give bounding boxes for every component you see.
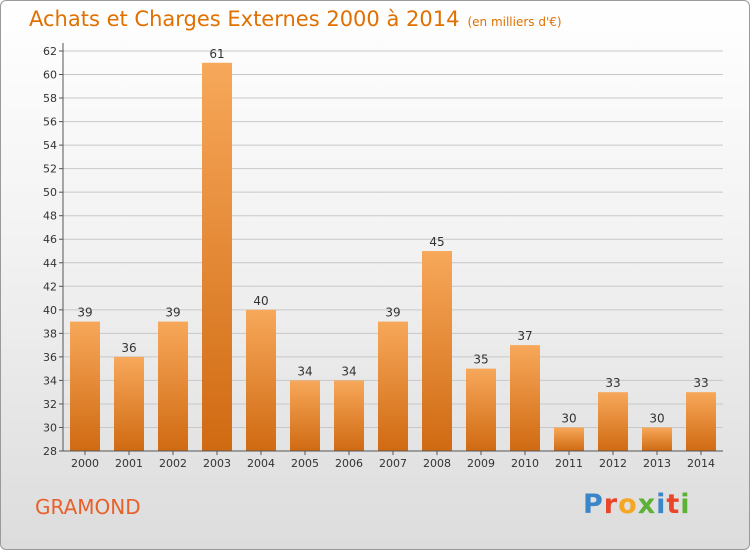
y-tick-label: 38 [43,327,57,340]
y-tick-label: 36 [43,351,57,364]
y-tick-label: 44 [43,257,57,270]
data-label: 40 [253,294,268,308]
data-label: 30 [561,411,576,425]
y-tick-label: 28 [43,445,57,458]
logo-letter: r [603,489,619,520]
y-tick-label: 56 [43,116,57,129]
data-labels: 39 36 39 61 40 34 34 39 45 35 37 30 33 30 33 [77,47,708,426]
logo-letter: o [618,489,638,520]
bar-2014 [686,392,716,451]
y-tick-label: 46 [43,233,57,246]
y-tick-label: 30 [43,421,57,434]
bar-2008 [422,251,452,451]
bar-2009 [466,368,496,451]
y-tick-label: 52 [43,163,57,176]
x-tick-label: 2005 [291,457,319,470]
x-tick-label: 2012 [599,457,627,470]
x-tick-label: 2006 [335,457,363,470]
x-axis-ticks: 2000 2001 2002 2003 2004 2005 2006 2007 2008 2009… [71,451,715,470]
data-label: 30 [649,411,664,425]
bars [70,62,716,451]
axes [62,43,723,452]
bar-2007 [378,321,408,451]
logo-letter: x [637,489,657,520]
x-tick-label: 2003 [203,457,231,470]
data-label: 39 [77,306,92,320]
chart-title-text: Achats et Charges Externes 2000 à 2014 [29,7,460,31]
x-tick-label: 2009 [467,457,495,470]
bar-2011 [554,427,584,451]
x-tick-label: 2001 [115,457,143,470]
x-tick-label: 2002 [159,457,187,470]
bar-2004 [246,309,276,451]
data-label: 39 [385,306,400,320]
y-tick-label: 42 [43,280,57,293]
chart-unit: (en milliers d'€) [467,15,562,29]
x-tick-label: 2014 [687,457,715,470]
bar-2006 [334,380,364,451]
data-label: 36 [121,341,136,355]
bar-2002 [158,321,188,451]
data-label: 34 [297,364,312,378]
bar-2003 [202,62,232,451]
bar-2001 [114,356,144,451]
y-tick-label: 50 [43,186,57,199]
x-tick-label: 2011 [555,457,583,470]
data-label: 37 [517,329,532,343]
logo-letter: t [666,489,681,520]
data-label: 34 [341,364,356,378]
y-tick-label: 32 [43,398,57,411]
logo-letter: i [656,489,667,520]
logo-letter: i [680,489,691,520]
bar-2005 [290,380,320,451]
bar-2012 [598,392,628,451]
proxiti-logo: Proxiti [583,489,691,520]
y-tick-label: 62 [43,45,57,58]
y-tick-label: 58 [43,92,57,105]
logo-letter: P [583,489,604,520]
data-label: 39 [165,306,180,320]
y-tick-label: 54 [43,139,57,152]
data-label: 33 [605,376,620,390]
x-tick-label: 2013 [643,457,671,470]
x-tick-label: 2010 [511,457,539,470]
y-tick-label: 34 [43,374,57,387]
y-tick-label: 40 [43,304,57,317]
x-tick-label: 2007 [379,457,407,470]
chart-title: Achats et Charges Externes 2000 à 2014 (e… [29,7,562,31]
bar-2000 [70,321,100,451]
commune-name: GRAMOND [35,495,141,519]
y-tick-label: 48 [43,210,57,223]
data-label: 45 [429,235,444,249]
data-label: 61 [209,47,224,61]
x-tick-label: 2004 [247,457,275,470]
x-tick-label: 2000 [71,457,99,470]
bar-2013 [642,427,672,451]
y-axis-ticks: 28 30 32 34 36 38 40 42 44 46 48 50 52 54 56 58 60 62 [43,45,63,458]
y-tick-label: 60 [43,69,57,82]
bar-2010 [510,345,540,451]
data-label: 33 [693,376,708,390]
x-tick-label: 2008 [423,457,451,470]
data-label: 35 [473,353,488,367]
